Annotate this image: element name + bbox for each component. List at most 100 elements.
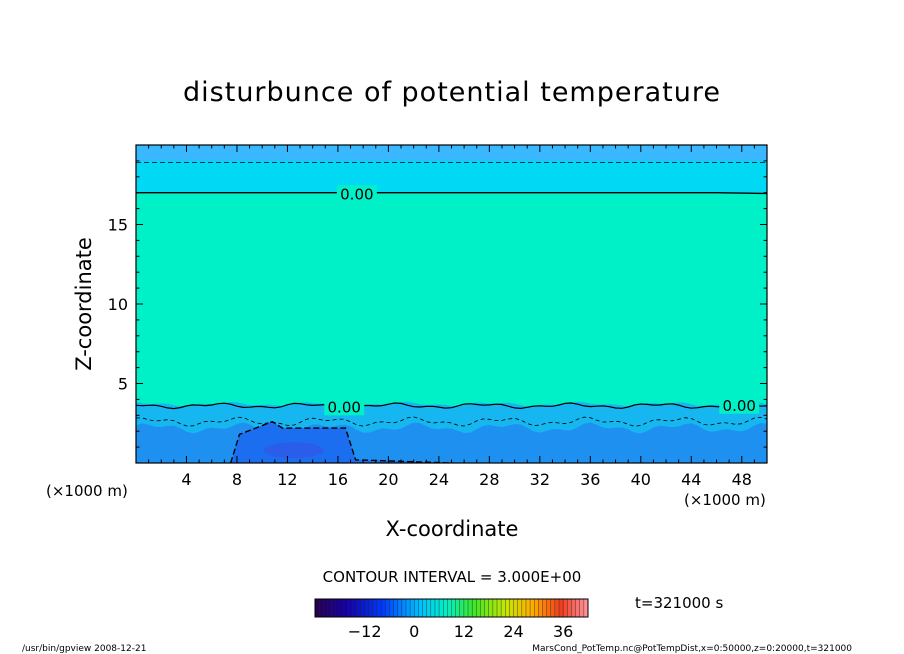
colorbar xyxy=(314,598,589,618)
x-tick-label: 4 xyxy=(181,470,191,489)
field-minimum-core xyxy=(263,442,324,459)
colorbar-swatch xyxy=(430,599,436,617)
contour-label: 0.00 xyxy=(340,185,373,203)
colorbar-swatch xyxy=(513,599,518,617)
contour-negative-min xyxy=(229,420,452,463)
colorbar-swatch xyxy=(372,599,378,617)
x-tick-label: 20 xyxy=(378,470,398,489)
colorbar-swatch xyxy=(439,599,444,617)
colorbar-swatch xyxy=(463,599,469,617)
colorbar-swatch xyxy=(525,599,531,617)
colorbar-tick-label: −12 xyxy=(348,622,382,641)
colorbar-swatch xyxy=(563,599,568,617)
colorbar-tick-label: 12 xyxy=(454,622,474,641)
x-tick-label: 24 xyxy=(429,470,449,489)
colorbar-swatch xyxy=(422,599,427,617)
z-unit-label: (×1000 m) xyxy=(46,482,128,500)
plot-area xyxy=(136,145,767,463)
x-tick-label: 36 xyxy=(580,470,600,489)
colorbar-swatch xyxy=(418,599,423,617)
y-axis-label: Z-coordinate xyxy=(72,237,96,371)
colorbar-swatch xyxy=(534,599,539,617)
y-ticks: 5 10 15 xyxy=(108,144,767,464)
colorbar-swatch xyxy=(579,599,585,617)
colorbar-frame xyxy=(314,598,589,618)
colorbar-swatch xyxy=(468,599,473,617)
colorbar-swatch xyxy=(447,599,452,617)
x-tick-label: 28 xyxy=(479,470,499,489)
colorbar-swatch xyxy=(546,599,552,617)
contour-layer xyxy=(136,162,767,463)
colorbar-swatch xyxy=(410,599,415,617)
colorbar-swatch xyxy=(348,599,353,617)
colorbar-swatch xyxy=(538,599,543,617)
colorbar-swatch xyxy=(389,599,394,617)
colorbar-swatch xyxy=(434,599,440,617)
y-tick-label: 15 xyxy=(108,216,128,235)
colorbar-swatch xyxy=(484,599,490,617)
colorbar-swatch xyxy=(554,599,560,617)
colorbar-swatch xyxy=(575,599,581,617)
field-region xyxy=(136,192,767,463)
colorbar-swatch xyxy=(401,599,407,617)
colorbar-swatch xyxy=(530,599,535,617)
colorbar-swatch xyxy=(393,599,399,617)
colorbar-swatch xyxy=(542,599,547,617)
contour-label: 0.00 xyxy=(723,397,756,415)
colorbar-swatch xyxy=(455,599,461,617)
x-tick-label: 16 xyxy=(328,470,348,489)
colorbar-swatch xyxy=(488,599,494,617)
colorbar-swatch xyxy=(571,599,576,617)
x-ticks: 4 8 12 16 20 24 28 32 36 40 44 48 xyxy=(135,145,768,489)
colorbar-swatch xyxy=(343,599,349,617)
colorbar-swatch xyxy=(472,599,477,617)
colorbar-tick-label: 24 xyxy=(503,622,523,641)
contour-label-bg xyxy=(336,185,377,203)
colorbar-swatch xyxy=(385,599,390,617)
contour-interval: CONTOUR INTERVAL = 3.000E+00 xyxy=(323,568,582,586)
colorbar-swatch xyxy=(550,599,556,617)
y-tick-label: 5 xyxy=(118,375,128,394)
contour-label: 0.00 xyxy=(328,398,361,416)
colorbar-swatch xyxy=(319,599,324,617)
colorbar-swatch xyxy=(505,599,510,617)
colorbar-swatch xyxy=(583,599,589,617)
colorbar-swatch xyxy=(567,599,572,617)
colorbar-swatch xyxy=(521,599,527,617)
field-layer xyxy=(136,145,767,463)
colorbar-swatch xyxy=(559,599,564,617)
contour-zero-upper xyxy=(136,192,767,195)
contour-label-bg xyxy=(719,396,760,414)
colorbar-swatch xyxy=(377,599,382,617)
colorbar-swatch xyxy=(339,599,345,617)
colorbar-swatch xyxy=(497,599,502,617)
colorbar-tick-label: 0 xyxy=(409,622,419,641)
chart-title: disturbunce of potential temperature xyxy=(183,77,721,108)
time-label: t=321000 s xyxy=(635,594,723,612)
contour-label-bg xyxy=(324,398,365,416)
colorbar-swatch xyxy=(517,599,523,617)
colorbar-swatch xyxy=(443,599,448,617)
colorbar-swatch xyxy=(327,599,332,617)
x-tick-label: 48 xyxy=(732,470,752,489)
x-tick-label: 44 xyxy=(681,470,701,489)
colorbar-swatch xyxy=(406,599,411,617)
colorbar-swatch xyxy=(364,599,370,617)
colorbar-swatch xyxy=(397,599,403,617)
colorbar-swatch xyxy=(459,599,465,617)
colorbar-swatch xyxy=(426,599,432,617)
x-axis-label: X-coordinate xyxy=(386,517,519,541)
colorbar-swatch xyxy=(480,599,485,617)
colorbar-swatch xyxy=(360,599,365,617)
contour-label-layer: 0.00 0.00 0.00 xyxy=(324,185,760,416)
colorbar-swatch xyxy=(501,599,506,617)
footer-right: MarsCond_PotTemp.nc@PotTempDist,x=0:5000… xyxy=(532,644,852,654)
y-tick-label: 10 xyxy=(108,295,128,314)
colorbar-swatch xyxy=(352,599,357,617)
colorbar-swatch xyxy=(492,599,498,617)
colorbar-swatch xyxy=(414,599,419,617)
colorbar-swatch xyxy=(509,599,514,617)
x-unit-label: (×1000 m) xyxy=(684,491,766,509)
colorbar-swatch xyxy=(476,599,481,617)
